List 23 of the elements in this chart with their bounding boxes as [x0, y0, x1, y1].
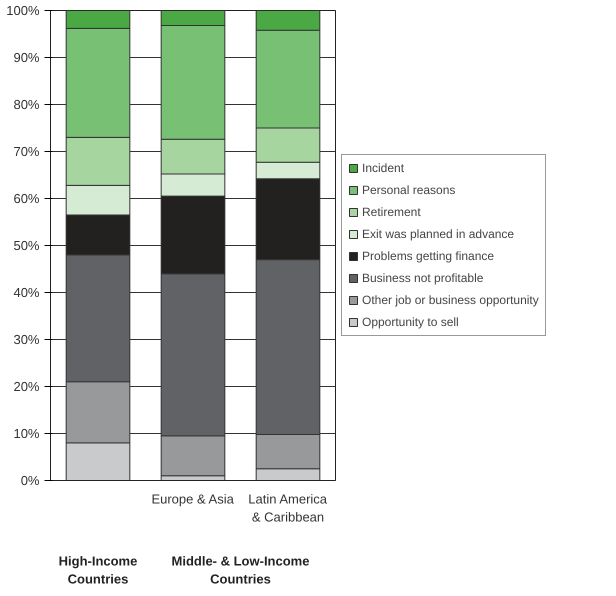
y-tick-label: 100%	[6, 3, 40, 18]
y-tick-label: 30%	[13, 332, 40, 347]
text: Middle- & Low-Income Countries	[172, 554, 310, 586]
y-tick-label: 70%	[13, 144, 40, 159]
text: High-Income Countries	[58, 554, 138, 586]
legend-label: Opportunity to sell	[362, 315, 459, 329]
legend-label: Incident	[362, 161, 404, 175]
legend-label: Retirement	[362, 205, 421, 219]
y-tick-label: 40%	[13, 285, 40, 300]
y-tick-label: 0%	[20, 473, 40, 488]
legend-label: Other job or business opportunity	[362, 293, 539, 307]
x-tick-label: Europe & Asia	[151, 492, 235, 506]
legend-label: Problems getting finance	[362, 249, 494, 263]
y-tick-label: 50%	[13, 238, 40, 253]
y-tick-label: 20%	[13, 379, 40, 394]
y-tick-label: 10%	[13, 426, 40, 441]
x-tick-label: Latin America & Caribbean	[248, 492, 328, 524]
legend-label: Business not profitable	[362, 271, 484, 285]
y-tick-label: 80%	[13, 97, 40, 112]
y-tick-label: 90%	[13, 50, 40, 65]
y-tick-label: 60%	[13, 191, 40, 206]
legend-label: Personal reasons	[362, 183, 456, 197]
legend-label: Exit was planned in advance	[362, 227, 514, 241]
